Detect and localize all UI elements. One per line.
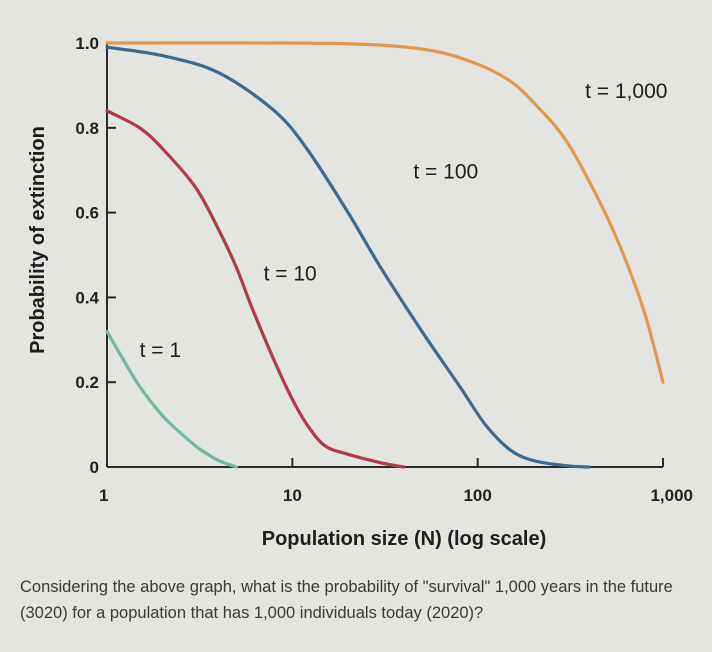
axes bbox=[106, 43, 663, 468]
y-tick-label: 0.8 bbox=[75, 119, 99, 138]
curve-label: t = 100 bbox=[413, 161, 478, 184]
curves bbox=[105, 41, 665, 469]
curve-label: t = 10 bbox=[264, 262, 317, 285]
series-line-3 bbox=[105, 45, 591, 469]
y-axis-title: Probability of extinction bbox=[27, 126, 49, 354]
x-tick-label: 10 bbox=[283, 486, 302, 505]
extinction-probability-chart: 0 0.2 0.4 0.6 0.8 1.0 1 10 100 1,000 t = 1 t = 10… bbox=[27, 34, 693, 550]
x-ticks: 1 10 100 1,000 bbox=[99, 458, 693, 505]
x-axis-title: Population size (N) (log scale) bbox=[262, 528, 546, 550]
y-tick-label: 0.6 bbox=[75, 204, 99, 223]
curve-label: t = 1,000 bbox=[585, 80, 667, 103]
x-tick-label: 1 bbox=[99, 486, 108, 505]
curve-labels: t = 1 t = 10 t = 100 t = 1,000 bbox=[140, 80, 668, 362]
y-tick-label: 0.2 bbox=[75, 373, 99, 392]
y-ticks: 0 0.2 0.4 0.6 0.8 1.0 bbox=[75, 34, 116, 477]
series-line-2 bbox=[105, 109, 406, 469]
x-tick-label: 1,000 bbox=[650, 486, 693, 505]
y-tick-label: 0 bbox=[90, 458, 99, 477]
y-tick-label: 1.0 bbox=[75, 34, 99, 53]
curve-label: t = 1 bbox=[140, 339, 181, 362]
y-tick-label: 0.4 bbox=[75, 288, 99, 307]
series-line-4 bbox=[105, 41, 665, 384]
x-tick-label: 100 bbox=[463, 486, 491, 505]
question-text: Considering the above graph, what is the… bbox=[20, 578, 673, 622]
series-line-1 bbox=[105, 329, 239, 469]
